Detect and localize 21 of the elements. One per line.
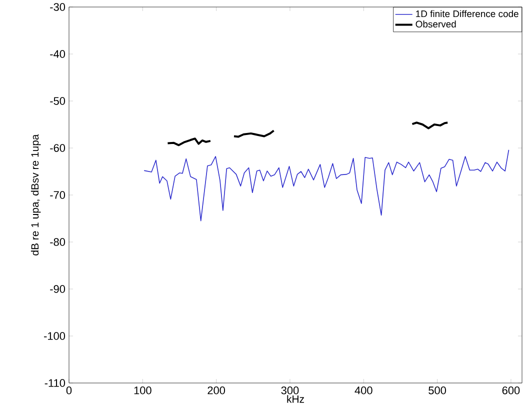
line-series xyxy=(144,149,510,222)
y-tick-label: -60 xyxy=(50,144,66,152)
y-tick-label: -30 xyxy=(50,3,66,11)
x-tick-label: 300 xyxy=(281,386,299,394)
y-tick-label: -110 xyxy=(44,379,66,387)
x-tick-label: 200 xyxy=(208,386,226,394)
x-axis-title: kHz xyxy=(287,395,304,403)
y-axis-title: dB re 1 upa, dBsv re 1upa xyxy=(30,134,41,256)
y-tick-label: -70 xyxy=(50,191,66,199)
x-tick-label: 500 xyxy=(428,386,446,394)
x-tick-label: 400 xyxy=(354,386,372,394)
legend-label: 1D finite Difference code xyxy=(416,10,518,18)
y-tick-label: -50 xyxy=(50,97,66,105)
y-tick-label: -40 xyxy=(50,50,66,58)
legend-label: Observed xyxy=(416,20,456,28)
x-tick-label: 100 xyxy=(134,386,152,394)
y-tick-label: -90 xyxy=(50,285,66,293)
y-tick-label: -100 xyxy=(44,332,66,340)
x-tick-label: 600 xyxy=(502,386,520,394)
x-tick-label: 0 xyxy=(66,386,72,394)
y-tick-label: -80 xyxy=(50,238,66,246)
